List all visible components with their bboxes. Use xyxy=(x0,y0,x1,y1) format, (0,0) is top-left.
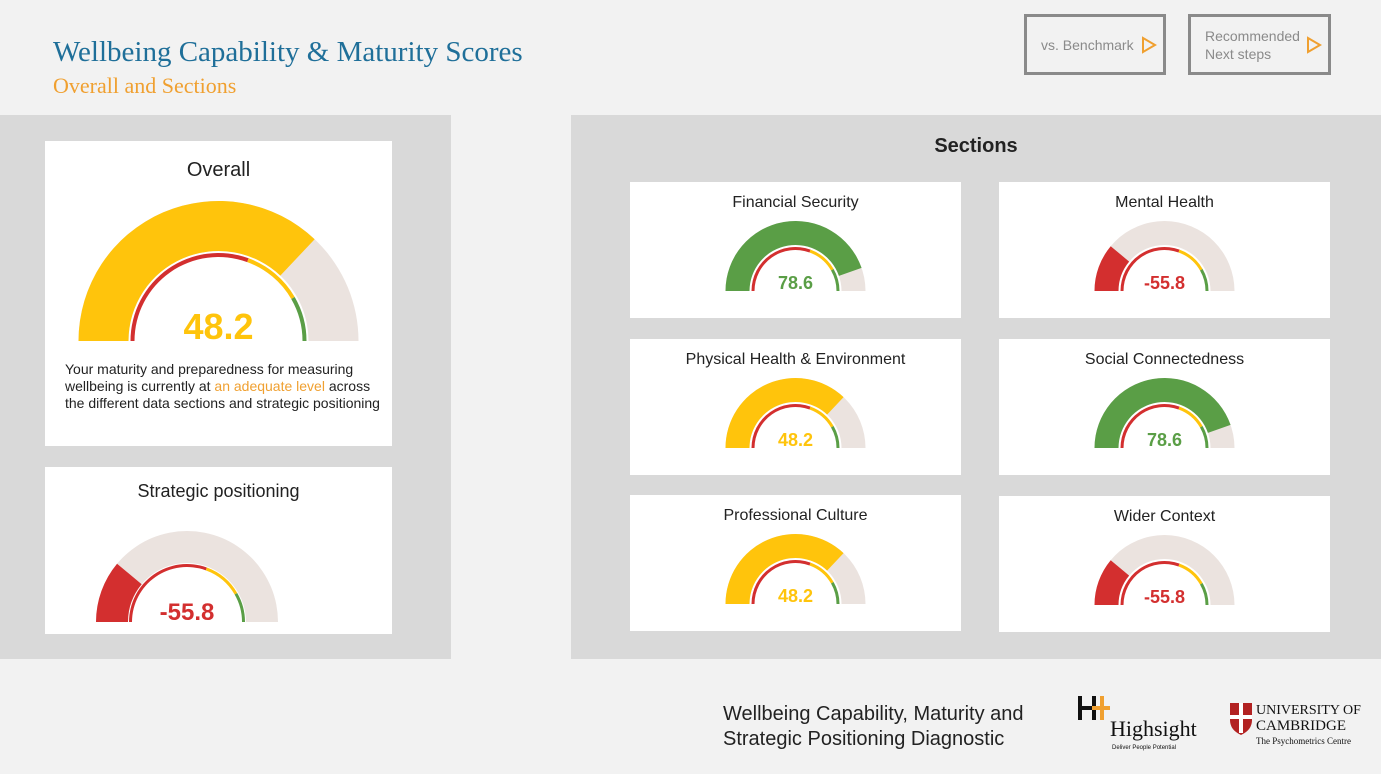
section-card-social-connectedness: Social Connectedness 78.6 xyxy=(999,339,1330,475)
gauge-band-yellow xyxy=(1178,563,1203,585)
gauge-score-value: -55.8 xyxy=(1144,273,1185,293)
gauge-value-arc xyxy=(1094,246,1130,291)
page-title: Wellbeing Capability & Maturity Scores xyxy=(53,36,523,68)
gauge-value-arc xyxy=(725,534,844,604)
sections-panel: Sections Financial Security 78.6 Mental … xyxy=(571,115,1381,659)
section-card-physical-health: Physical Health & Environment 48.2 xyxy=(630,339,961,475)
vs-benchmark-button[interactable]: vs. Benchmark xyxy=(1024,14,1166,75)
gauge-score-value: -55.8 xyxy=(160,599,215,626)
sections-title: Sections xyxy=(934,135,1018,157)
section-title: Professional Culture xyxy=(723,507,868,524)
physical-health-gauge: 48.2 xyxy=(725,378,866,450)
overall-panel: Overall 48.2 Your maturity and preparedn… xyxy=(0,115,451,659)
gauge-band-green xyxy=(234,593,245,622)
gauge-band-yellow xyxy=(205,567,238,595)
maturity-level-highlight: an adequate level xyxy=(214,378,325,394)
gauge-score-value: 78.6 xyxy=(778,273,813,293)
section-title: Social Connectedness xyxy=(1084,351,1245,368)
section-card-financial-security: Financial Security 78.6 xyxy=(630,182,961,318)
wider-context-gauge: -55.8 xyxy=(1094,535,1235,607)
social-connectedness-gauge: 78.6 xyxy=(1094,378,1235,450)
gauge-score-value: 48.2 xyxy=(778,586,813,606)
highsight-logo: Highsight Deliver People Potential xyxy=(1078,696,1197,751)
gauge-value-arc xyxy=(78,201,315,341)
financial-security-gauge: 78.6 xyxy=(725,220,866,293)
overall-title: Overall xyxy=(186,159,251,181)
gauge-band-green xyxy=(831,582,840,604)
gauge-band-yellow xyxy=(809,406,834,428)
gauge-track xyxy=(96,531,278,622)
svg-text:The Psychometrics Centre: The Psychometrics Centre xyxy=(1256,736,1351,746)
page-subtitle: Overall and Sections xyxy=(53,73,237,98)
gauge-band-yellow xyxy=(1178,249,1203,271)
section-card-mental-health: Mental Health -55.8 xyxy=(999,182,1330,318)
footer-diagnostic-title: Wellbeing Capability, Maturity and Strat… xyxy=(723,703,1024,750)
svg-text:UNIVERSITY OF: UNIVERSITY OF xyxy=(1256,703,1361,718)
gauge-value-arc xyxy=(96,563,142,622)
section-title: Financial Security xyxy=(732,194,859,211)
gauge-value-arc xyxy=(725,378,844,448)
next-steps-button[interactable]: Recommended Next steps xyxy=(1188,14,1331,75)
gauge-band-green xyxy=(1200,583,1209,605)
play-triangle-icon xyxy=(1142,35,1157,54)
gauge-band-yellow xyxy=(1178,406,1203,428)
section-card-wider-context: Wider Context -55.8 xyxy=(999,496,1330,632)
gauge-value-arc xyxy=(725,220,862,291)
overall-description: Your maturity and preparedness for measu… xyxy=(65,361,380,411)
gauge-band-green xyxy=(1200,426,1209,448)
overall-gauge: 48.2 xyxy=(78,201,359,346)
svg-text:CAMBRIDGE: CAMBRIDGE xyxy=(1256,718,1346,734)
mental-health-gauge: -55.8 xyxy=(1094,221,1235,293)
vs-benchmark-label: vs. Benchmark xyxy=(1041,36,1134,53)
strategic-gauge: -55.8 xyxy=(96,531,278,626)
section-title: Mental Health xyxy=(1115,194,1214,211)
next-steps-line1: Recommended xyxy=(1205,27,1300,44)
svg-text:Highsight: Highsight xyxy=(1110,716,1197,741)
gauge-band-yellow xyxy=(809,562,834,584)
gauge-band-yellow xyxy=(809,249,834,271)
cambridge-logo: UNIVERSITY OF CAMBRIDGE The Psychometric… xyxy=(1230,703,1361,746)
gauge-score-value: 48.2 xyxy=(183,306,253,346)
gauge-band-green xyxy=(291,297,307,341)
gauge-score-value: 78.6 xyxy=(1147,430,1182,450)
section-card-professional-culture: Professional Culture 48.2 xyxy=(630,495,961,631)
strategic-card: Strategic positioning -55.8 xyxy=(45,467,392,634)
gauge-band-green xyxy=(1200,269,1209,291)
strategic-title: Strategic positioning xyxy=(137,481,300,501)
gauge-track xyxy=(1094,535,1235,605)
gauge-track xyxy=(1094,221,1235,291)
gauge-score-value: -55.8 xyxy=(1144,587,1185,607)
play-triangle-icon xyxy=(1307,35,1322,54)
overall-card: Overall 48.2 Your maturity and preparedn… xyxy=(45,141,392,446)
professional-culture-gauge: 48.2 xyxy=(725,534,866,606)
gauge-value-arc xyxy=(1094,378,1231,448)
svg-text:Deliver People Potential: Deliver People Potential xyxy=(1112,745,1176,751)
gauge-score-value: 48.2 xyxy=(778,430,813,450)
gauge-value-arc xyxy=(1094,560,1130,605)
gauge-band-green xyxy=(831,426,840,448)
section-title: Physical Health & Environment xyxy=(685,351,906,368)
section-title: Wider Context xyxy=(1113,508,1216,525)
next-steps-line2: Next steps xyxy=(1205,45,1272,62)
gauge-band-yellow xyxy=(247,258,295,299)
gauge-band-green xyxy=(831,269,840,291)
